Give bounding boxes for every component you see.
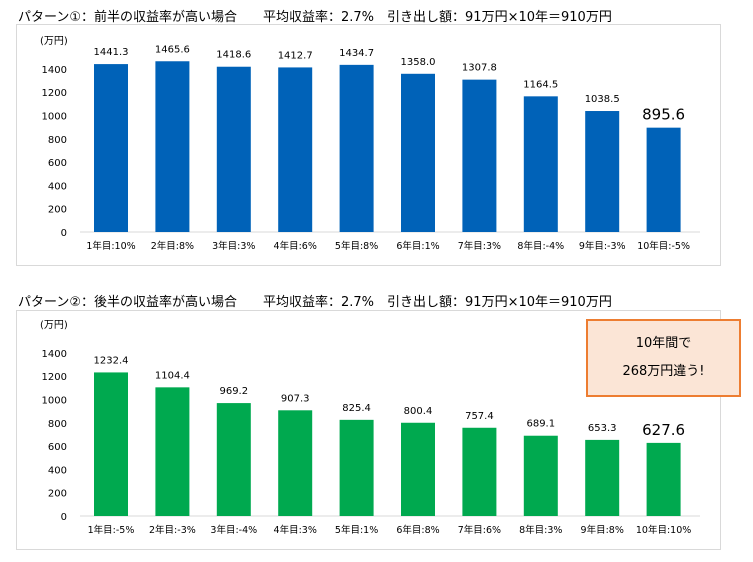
x-tick-label: 2年目:-3% (149, 524, 196, 536)
data-label: 689.1 (526, 419, 555, 430)
bar (646, 127, 681, 232)
data-label: 895.6 (642, 106, 685, 124)
chart-2-title: パターン②：後半の収益率が高い場合 平均収益率：2.7% 引き出し額：91万円×… (18, 295, 612, 310)
x-tick-label: 4年目:6% (274, 240, 317, 252)
bar (94, 64, 128, 232)
x-tick-label: 4年目:3% (274, 524, 317, 536)
bar (585, 439, 620, 516)
y-tick-label: 600 (48, 158, 67, 169)
bar (523, 435, 558, 516)
bar (216, 66, 251, 233)
x-tick-label: 10年目:10% (636, 524, 691, 536)
y-tick-label: 800 (48, 135, 67, 146)
data-label: 1307.8 (462, 63, 497, 74)
x-tick-label: 3年目:3% (212, 240, 255, 252)
data-label: 1232.4 (94, 355, 129, 366)
callout-line-1: 10年間で (635, 336, 692, 351)
y-tick-label: 1000 (42, 112, 67, 123)
x-tick-label: 8年目:3% (519, 524, 562, 536)
y-tick-label: 1400 (42, 65, 67, 76)
y-tick-label: 1000 (42, 396, 67, 407)
bar (401, 73, 435, 232)
data-label: 1418.6 (216, 50, 251, 61)
x-tick-label: 3年目:-4% (210, 524, 257, 536)
x-tick-label: 7年目:6% (458, 524, 501, 536)
data-label: 757.4 (465, 411, 494, 422)
y-tick-label: 1200 (42, 88, 67, 99)
bar (585, 111, 620, 232)
data-label: 1358.0 (401, 57, 436, 68)
y-tick-label: 600 (48, 442, 67, 453)
x-tick-label: 5年目:1% (335, 524, 378, 536)
x-tick-label: 1年目:10% (86, 240, 135, 252)
x-tick-label: 7年目:3% (458, 240, 501, 252)
bar (523, 96, 558, 232)
bar (155, 61, 190, 232)
bar (462, 427, 497, 516)
bar (278, 410, 313, 516)
bar (94, 372, 128, 516)
data-label: 1465.6 (155, 44, 190, 55)
bar (646, 442, 681, 516)
data-label: 1104.4 (155, 370, 190, 381)
data-label: 627.6 (642, 421, 685, 439)
data-label: 800.4 (404, 406, 433, 417)
x-tick-label: 6年目:8% (396, 524, 439, 536)
data-label: 1412.7 (278, 50, 313, 61)
y-tick-label: 400 (48, 465, 67, 476)
x-tick-label: 6年目:1% (396, 240, 439, 252)
y-tick-label: 1400 (42, 349, 67, 360)
x-tick-label: 9年目:8% (581, 524, 624, 536)
difference-callout: 10年間で 268万円違う! (586, 319, 741, 397)
y-tick-label: 0 (61, 512, 67, 523)
y-unit-label: (万円) (40, 320, 68, 331)
y-tick-label: 200 (48, 205, 67, 216)
data-label: 1038.5 (585, 94, 620, 105)
y-unit-label: (万円) (40, 36, 68, 47)
x-tick-label: 9年目:-3% (579, 240, 626, 252)
data-label: 653.3 (588, 423, 617, 434)
chart-1-title: パターン①：前半の収益率が高い場合 平均収益率：2.7% 引き出し額：91万円×… (18, 10, 612, 25)
data-label: 825.4 (342, 403, 371, 414)
x-tick-label: 10年目:-5% (637, 240, 690, 252)
data-label: 969.2 (219, 386, 248, 397)
y-tick-label: 200 (48, 489, 67, 500)
bar (401, 422, 435, 516)
x-tick-label: 5年目:8% (335, 240, 378, 252)
bar (462, 79, 497, 232)
y-tick-label: 400 (48, 181, 67, 192)
x-tick-label: 2年目:8% (151, 240, 194, 252)
data-label: 907.3 (281, 393, 310, 404)
callout-line-2: 268万円違う! (622, 364, 705, 379)
bar (216, 403, 251, 516)
x-tick-label: 1年目:-5% (88, 524, 135, 536)
bar (339, 64, 374, 232)
data-label: 1441.3 (94, 47, 129, 58)
y-tick-label: 0 (61, 228, 67, 239)
data-label: 1434.7 (339, 48, 374, 59)
bar (278, 67, 313, 233)
data-label: 1164.5 (523, 79, 558, 90)
bar (155, 387, 190, 516)
x-tick-label: 8年目:-4% (517, 240, 564, 252)
y-tick-label: 800 (48, 419, 67, 430)
y-tick-label: 1200 (42, 372, 67, 383)
bar (339, 419, 374, 516)
